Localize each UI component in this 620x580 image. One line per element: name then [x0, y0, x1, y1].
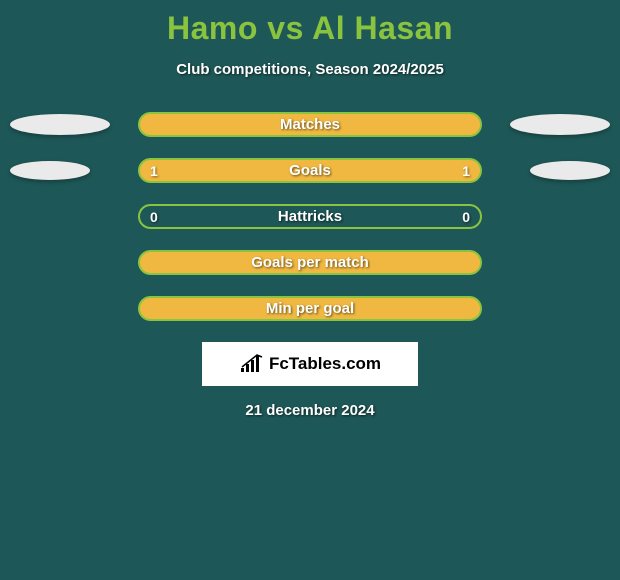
stat-left-value: 1 — [150, 163, 158, 179]
subtitle: Club competitions, Season 2024/2025 — [0, 61, 620, 78]
stat-row-min-per-goal: Min per goal — [0, 296, 620, 321]
stat-label: Goals per match — [251, 254, 369, 271]
stat-bar-goals: 1 Goals 1 — [138, 158, 482, 183]
chart-icon — [239, 354, 265, 374]
stat-row-goals: 1 Goals 1 — [0, 158, 620, 183]
cloud-right-matches — [510, 114, 610, 135]
stat-row-hattricks: 0 Hattricks 0 — [0, 204, 620, 229]
cloud-left-goals — [10, 161, 90, 180]
stat-right-value: 1 — [462, 163, 470, 179]
stat-bar-goals-per-match: Goals per match — [138, 250, 482, 275]
stat-left-value: 0 — [150, 209, 158, 225]
stat-label: Matches — [280, 116, 340, 133]
cloud-right-goals — [530, 161, 610, 180]
cloud-left-matches — [10, 114, 110, 135]
stat-row-matches: Matches — [0, 112, 620, 137]
stat-bar-min-per-goal: Min per goal — [138, 296, 482, 321]
stat-label: Hattricks — [278, 208, 342, 225]
stat-right-value: 0 — [462, 209, 470, 225]
page-title: Hamo vs Al Hasan — [0, 0, 620, 47]
stat-bar-hattricks: 0 Hattricks 0 — [138, 204, 482, 229]
stat-label: Min per goal — [266, 300, 354, 317]
date: 21 december 2024 — [0, 402, 620, 419]
stat-bar-matches: Matches — [138, 112, 482, 137]
stat-label: Goals — [289, 162, 331, 179]
stats-rows: Matches 1 Goals 1 0 Hattricks 0 — [0, 112, 620, 321]
logo-box: FcTables.com — [202, 342, 418, 386]
logo-text: FcTables.com — [269, 354, 381, 374]
infographic-container: Hamo vs Al Hasan Club competitions, Seas… — [0, 0, 620, 580]
stat-row-goals-per-match: Goals per match — [0, 250, 620, 275]
